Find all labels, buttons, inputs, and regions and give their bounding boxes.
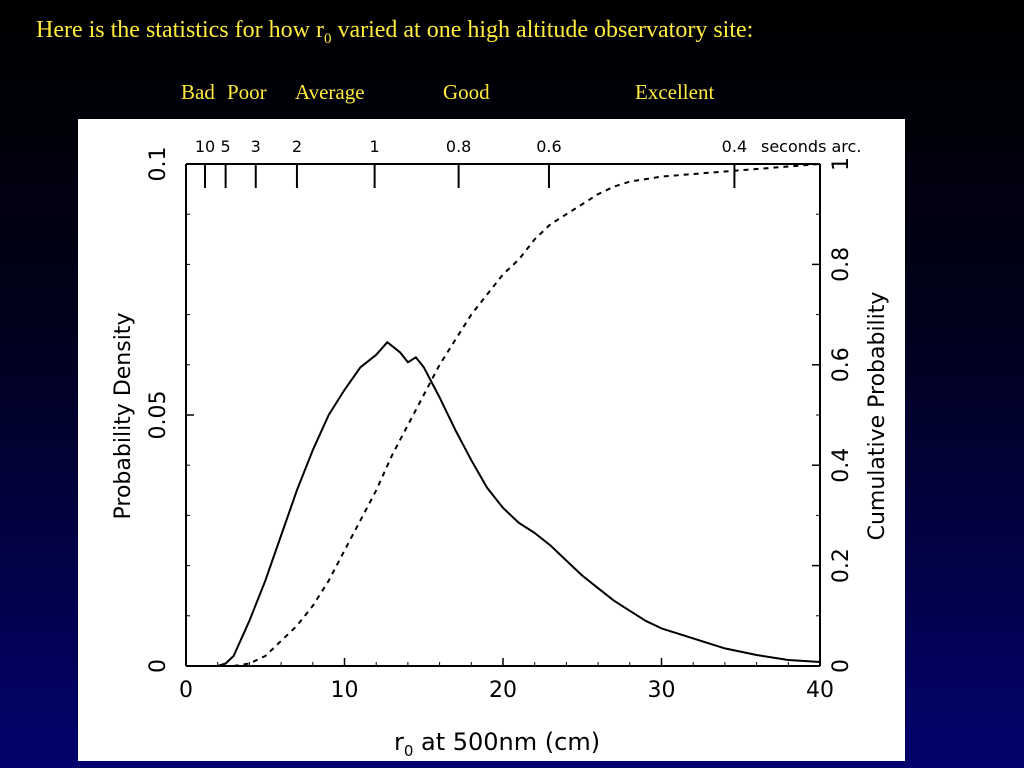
probability-density-curve	[217, 341, 821, 667]
arcsec-tick-label: 3	[251, 137, 261, 156]
left-tick-label: 0	[146, 659, 171, 673]
quality-label-excellent: Excellent	[635, 80, 715, 104]
right-axis-label: Cumulative Probability	[865, 292, 890, 541]
arcsec-tick-label: 10	[195, 137, 215, 156]
left-axis-label: Probability Density	[111, 313, 136, 520]
left-axis-ticks: 0 0.05 0.1	[146, 147, 194, 673]
x-tick-label: 40	[806, 678, 834, 703]
right-tick-label: 0.6	[829, 347, 854, 382]
right-tick-label: 0	[829, 659, 854, 673]
slide-title: Here is the statistics for how r0 varied…	[36, 17, 753, 48]
arcsec-tick-label: 5	[221, 137, 231, 156]
x-axis-label-rest: at 500nm (cm)	[413, 728, 600, 756]
right-tick-label: 0.2	[829, 548, 854, 583]
slide-title-text-rest: varied at one high altitude observatory …	[331, 17, 754, 43]
arcsec-unit-label: seconds arc.	[761, 137, 861, 156]
right-tick-label: 0.4	[829, 448, 854, 483]
x-axis-label-r: r	[394, 728, 404, 756]
right-tick-label: 1	[829, 157, 854, 171]
cumulative-probability-curve	[233, 163, 821, 667]
arcsec-tick-label: 1	[370, 137, 380, 156]
quality-label-poor: Poor	[227, 80, 267, 104]
x-tick-label: 0	[179, 678, 193, 703]
quality-label-bad: Bad	[181, 80, 215, 104]
x-tick-label: 20	[489, 678, 517, 703]
slide-title-text: Here is the statistics for how r	[36, 17, 324, 43]
x-axis-ticks: 0 10 20 30 40	[179, 658, 834, 703]
r0-distribution-chart: 10 5 3 2 1 0.8 0.6 0.4 seconds arc. 0 10 20 30 40 00…	[111, 137, 890, 760]
slide-title-subscript: 0	[323, 30, 332, 47]
arcsec-tick-label: 0.6	[536, 137, 561, 156]
quality-label-good: Good	[443, 80, 490, 104]
x-tick-label: 10	[331, 678, 359, 703]
quality-label-average: Average	[295, 80, 365, 104]
chart-curves	[217, 163, 821, 667]
x-tick-label: 30	[648, 678, 676, 703]
x-axis-label-subscript: 0	[404, 742, 414, 760]
x-axis-label: r0 at 500nm (cm)	[394, 728, 600, 760]
left-tick-label: 0.05	[146, 391, 171, 440]
arcsec-tick-label: 2	[292, 137, 302, 156]
right-tick-label: 0.8	[829, 247, 854, 282]
right-axis-ticks: 0 0.2 0.4 0.6 0.8 1	[812, 157, 854, 673]
left-tick-label: 0.1	[146, 147, 171, 182]
arcsec-tick-label: 0.4	[722, 137, 747, 156]
top-arcsec-axis: 10 5 3 2 1 0.8 0.6 0.4 seconds arc.	[195, 137, 861, 188]
arcsec-tick-label: 0.8	[446, 137, 471, 156]
plot-frame	[185, 163, 821, 667]
